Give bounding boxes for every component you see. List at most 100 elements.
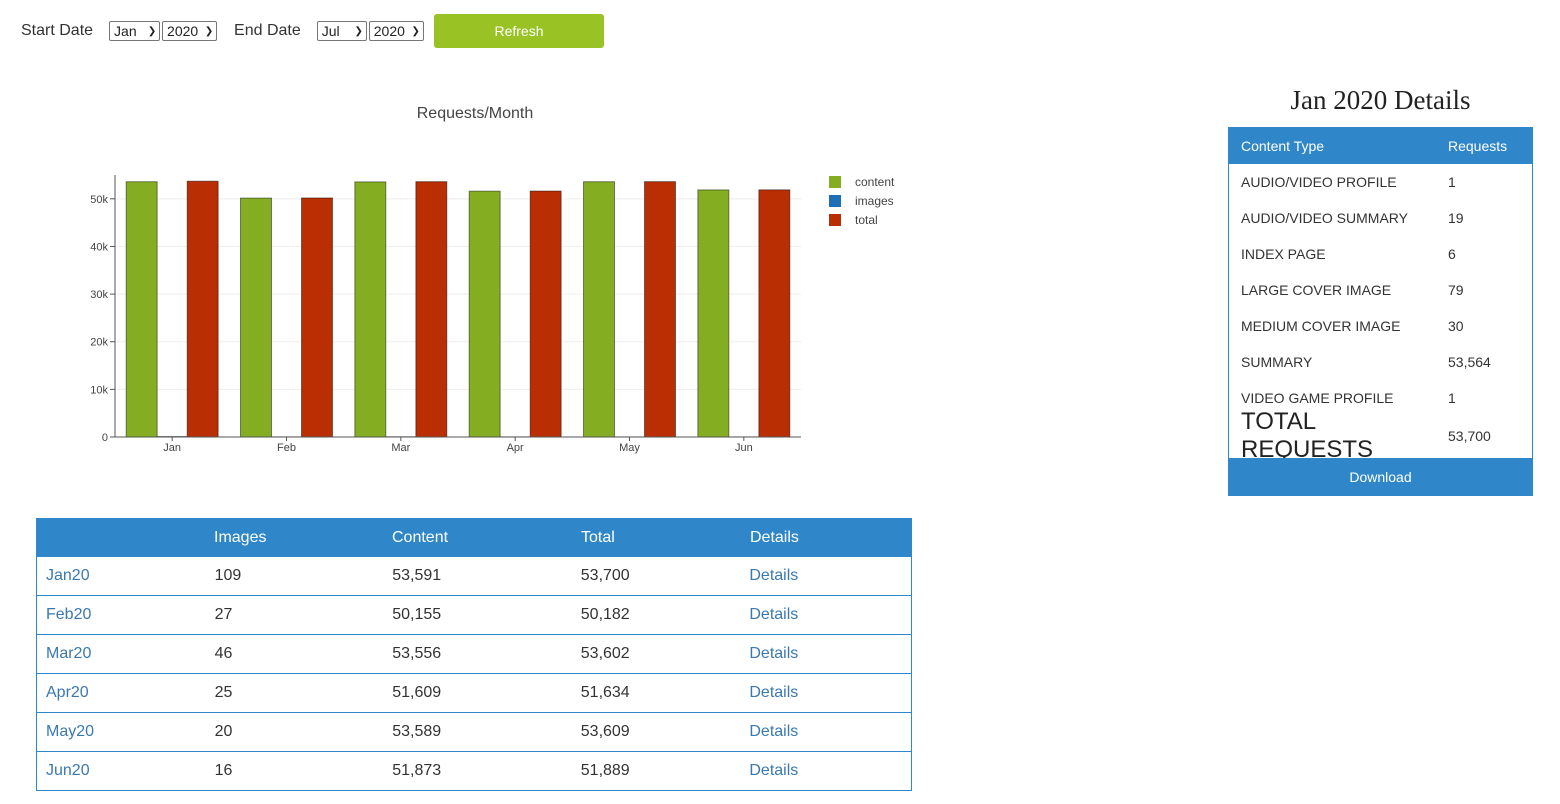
details-row: AUDIO/VIDEO PROFILE 1 bbox=[1229, 164, 1532, 200]
chevron-down-icon: ❯ bbox=[147, 25, 157, 37]
images-cell: 16 bbox=[214, 762, 233, 779]
header-content: Content bbox=[392, 528, 449, 546]
bar-content-mar bbox=[354, 181, 387, 438]
details-link[interactable]: Details bbox=[749, 567, 799, 584]
table-header: Images Content Total Details bbox=[36, 518, 912, 557]
total-cell: 53,700 bbox=[580, 567, 630, 584]
requests-cell: 53,564 bbox=[1448, 354, 1491, 370]
bar-total-jan bbox=[186, 180, 219, 438]
bar-content-may bbox=[583, 181, 615, 438]
table-row: Mar20 46 53,556 53,602 Details bbox=[36, 635, 912, 674]
bar-content-feb bbox=[240, 197, 272, 438]
start-year-select[interactable]: 2020 ❯ bbox=[162, 21, 218, 41]
content-type-cell: LARGE COVER IMAGE bbox=[1241, 282, 1392, 298]
total-requests-value: 53,700 bbox=[1448, 428, 1491, 444]
bar-total-jun bbox=[758, 189, 791, 438]
requests-cell: 6 bbox=[1448, 246, 1456, 262]
images-cell: 109 bbox=[214, 567, 242, 584]
total-cell: 51,634 bbox=[580, 684, 630, 701]
details-link[interactable]: Details bbox=[749, 684, 799, 701]
x-tick-label: Jun bbox=[735, 442, 753, 454]
header-requests: Requests bbox=[1448, 138, 1508, 154]
chevron-down-icon: ❯ bbox=[411, 25, 420, 37]
details-row: AUDIO/VIDEO SUMMARY 19 bbox=[1229, 200, 1532, 236]
bar-total-may bbox=[644, 181, 676, 438]
bar-content-jan bbox=[125, 181, 158, 438]
table-row: May20 20 53,589 53,609 Details bbox=[36, 713, 912, 752]
end-month-select[interactable]: Jul ❯ bbox=[316, 21, 367, 41]
chevron-down-icon: ❯ bbox=[204, 25, 214, 37]
details-row: LARGE COVER IMAGE 79 bbox=[1229, 272, 1532, 308]
details-row: SUMMARY 53,564 bbox=[1229, 344, 1532, 380]
content-type-cell: SUMMARY bbox=[1241, 354, 1313, 370]
x-tick-label: Feb bbox=[277, 442, 296, 454]
end-year-select[interactable]: 2020 ❯ bbox=[368, 21, 424, 41]
y-tick-label: 0 bbox=[102, 432, 108, 444]
y-tick-label: 30k bbox=[90, 289, 108, 301]
month-link[interactable]: Mar20 bbox=[46, 645, 92, 662]
details-link[interactable]: Details bbox=[749, 645, 799, 662]
download-button[interactable]: Download bbox=[1228, 458, 1533, 496]
content-type-cell: MEDIUM COVER IMAGE bbox=[1241, 318, 1401, 334]
details-header: Content Type Requests bbox=[1229, 128, 1532, 164]
y-tick-label: 10k bbox=[90, 384, 108, 396]
total-cell: 50,182 bbox=[580, 606, 630, 623]
month-link[interactable]: May20 bbox=[46, 723, 95, 740]
images-cell: 25 bbox=[214, 684, 233, 701]
details-link[interactable]: Details bbox=[749, 762, 799, 779]
refresh-button[interactable]: Refresh bbox=[434, 14, 604, 48]
y-tick-label: 20k bbox=[90, 337, 108, 349]
content-cell: 51,609 bbox=[392, 684, 442, 701]
bar-total-feb bbox=[301, 197, 333, 438]
details-row: MEDIUM COVER IMAGE 30 bbox=[1229, 308, 1532, 344]
details-row: INDEX PAGE 6 bbox=[1229, 236, 1532, 272]
requests-cell: 79 bbox=[1448, 282, 1464, 298]
header-total: Total bbox=[581, 528, 615, 546]
chart-title: Requests/Month bbox=[417, 105, 534, 122]
table-row: Feb20 27 50,155 50,182 Details bbox=[36, 596, 912, 635]
content-cell: 53,591 bbox=[392, 567, 442, 584]
x-tick-label: Jan bbox=[163, 442, 181, 454]
total-cell: 51,889 bbox=[580, 762, 630, 779]
header-images: Images bbox=[214, 528, 267, 546]
table-row: Jun20 16 51,873 51,889 Details bbox=[36, 752, 912, 791]
images-cell: 20 bbox=[214, 723, 233, 740]
details-link[interactable]: Details bbox=[749, 606, 799, 623]
details-title: Jan 2020 Details bbox=[1290, 85, 1471, 115]
month-link[interactable]: Jan20 bbox=[46, 567, 90, 584]
legend-label-content: content bbox=[855, 175, 895, 189]
images-cell: 46 bbox=[214, 645, 233, 662]
total-requests-row: TOTAL REQUESTS 53,700 bbox=[1229, 408, 1532, 463]
start-month-select[interactable]: Jan ❯ bbox=[109, 21, 161, 41]
content-type-cell: INDEX PAGE bbox=[1241, 246, 1326, 262]
requests-cell: 19 bbox=[1448, 210, 1464, 226]
legend-label-images: images bbox=[855, 194, 894, 208]
details-row: VIDEO GAME PROFILE 1 bbox=[1229, 380, 1532, 416]
start-date-label: Start Date bbox=[21, 22, 94, 39]
x-tick-label: Mar bbox=[391, 442, 410, 454]
legend-label-total: total bbox=[855, 213, 878, 227]
content-cell: 51,873 bbox=[392, 762, 442, 779]
details-panel: Content Type Requests AUDIO/VIDEO PROFIL… bbox=[1228, 127, 1533, 496]
bar-content-jun bbox=[697, 189, 730, 438]
total-requests-label: TOTAL REQUESTS bbox=[1241, 408, 1374, 463]
y-tick-label: 50k bbox=[90, 194, 108, 206]
total-cell: 53,602 bbox=[580, 645, 630, 662]
chevron-down-icon: ❯ bbox=[354, 25, 363, 37]
legend-swatch-content bbox=[829, 176, 841, 188]
month-link[interactable]: Jun20 bbox=[46, 762, 90, 779]
details-link[interactable]: Details bbox=[749, 723, 799, 740]
bar-content-apr bbox=[468, 190, 501, 438]
legend-swatch-images bbox=[829, 195, 841, 207]
requests-cell: 1 bbox=[1448, 174, 1456, 190]
table-row: Apr20 25 51,609 51,634 Details bbox=[36, 674, 912, 713]
month-link[interactable]: Feb20 bbox=[46, 606, 92, 623]
bar-total-apr bbox=[529, 190, 562, 438]
month-link[interactable]: Apr20 bbox=[46, 684, 89, 701]
date-range-controls: Start Date Jan ❯ 2020 ❯ End Date Jul ❯ 2020… bbox=[21, 14, 424, 48]
content-type-cell: AUDIO/VIDEO SUMMARY bbox=[1241, 210, 1408, 226]
content-cell: 50,155 bbox=[392, 606, 442, 623]
content-type-cell: AUDIO/VIDEO PROFILE bbox=[1241, 174, 1397, 190]
content-type-cell: VIDEO GAME PROFILE bbox=[1241, 390, 1394, 406]
bar-total-mar bbox=[415, 181, 448, 438]
